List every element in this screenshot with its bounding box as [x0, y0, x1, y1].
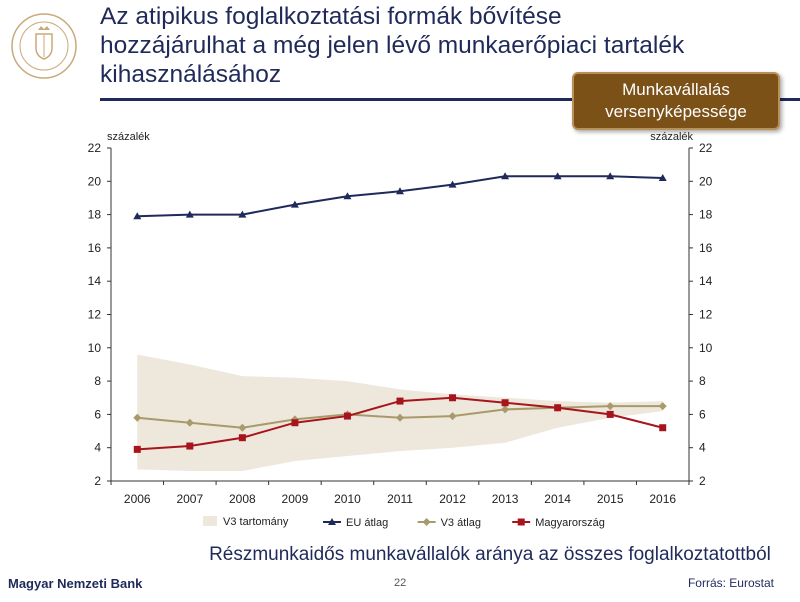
data-point — [290, 200, 299, 208]
y-tick-label-right: 16 — [699, 241, 713, 255]
badge-line: Munkavállalás — [622, 80, 730, 99]
x-tick-label: 2014 — [544, 492, 571, 506]
y-tick-label-left: 12 — [88, 308, 102, 322]
data-point — [185, 418, 194, 427]
x-tick-label: 2006 — [124, 492, 151, 506]
y-tick-label-right: 10 — [699, 341, 713, 355]
data-point — [501, 405, 510, 414]
y-tick-label-right: 6 — [699, 407, 706, 421]
title-line: hozzájárulhat a még jelen lévő munkaerőp… — [100, 32, 685, 59]
data-point — [606, 410, 614, 418]
data-point — [606, 402, 615, 411]
y-tick-label-left: 10 — [88, 341, 102, 355]
y-tick-label-left: 16 — [88, 241, 102, 255]
data-point — [133, 445, 141, 453]
y-tick-label-left: 8 — [94, 374, 101, 388]
x-tick-label: 2007 — [176, 492, 203, 506]
data-point — [554, 404, 562, 412]
title-divider — [100, 98, 800, 101]
chart-caption-text: Részmunkaidős munkavállalók aránya az ös… — [209, 544, 771, 565]
y-tick-label-left: 22 — [88, 141, 102, 155]
data-point — [291, 419, 299, 427]
x-tick-label: 2008 — [229, 492, 256, 506]
legend-marker — [328, 518, 336, 525]
y-axis-title-right: százalék — [650, 131, 693, 143]
y-tick-label-left: 14 — [88, 274, 102, 288]
legend-marker — [517, 518, 525, 526]
data-point — [396, 187, 404, 195]
data-point — [238, 210, 247, 218]
y-tick-label-right: 8 — [699, 374, 706, 388]
title-line: kihasználásához — [100, 61, 282, 88]
y-tick-label-left: 4 — [94, 441, 101, 455]
data-point — [501, 172, 510, 180]
data-point — [606, 172, 615, 180]
data-point — [448, 412, 457, 421]
badge-line: versenyképessége — [605, 102, 747, 121]
x-tick-label: 2012 — [439, 492, 466, 506]
legend-label: V3 átlag — [441, 517, 481, 529]
x-tick-label: 2016 — [649, 492, 676, 506]
legend-swatch-band — [203, 516, 217, 526]
data-point — [238, 423, 247, 432]
y-tick-label-right: 14 — [699, 274, 713, 288]
y-tick-label-right: 4 — [699, 441, 706, 455]
data-point — [396, 413, 404, 422]
y-tick-label-right: 12 — [699, 308, 713, 322]
x-tick-label: 2009 — [282, 492, 309, 506]
slide-title: Az atipikus foglalkoztatási formák bővít… — [100, 2, 780, 89]
legend-label: V3 tartomány — [223, 516, 289, 528]
y-tick-label-right: 2 — [699, 474, 706, 488]
data-point — [658, 173, 667, 181]
data-point — [448, 180, 457, 188]
topic-badge: Munkavállalás versenyképessége — [572, 72, 780, 130]
chart-caption: Részmunkaidős munkavállalók aránya az ös… — [0, 544, 800, 566]
x-tick-label: 2010 — [334, 492, 361, 506]
data-point — [238, 434, 246, 442]
data-point — [659, 424, 667, 432]
data-point — [185, 210, 194, 218]
legend-label: Magyarország — [535, 517, 605, 529]
x-tick-label: 2013 — [492, 492, 519, 506]
y-tick-label-right: 18 — [699, 208, 713, 222]
y-tick-label-left: 20 — [88, 174, 102, 188]
y-tick-label-left: 18 — [88, 208, 102, 222]
y-axis-title-left: százalék — [107, 131, 150, 143]
series-line-eu-tlag — [137, 175, 663, 218]
data-point — [343, 412, 351, 420]
data-point — [186, 442, 194, 450]
title-line: Az atipikus foglalkoztatási formák bővít… — [100, 3, 562, 30]
y-tick-label-left: 6 — [94, 407, 101, 421]
data-point — [396, 397, 404, 405]
x-tick-label: 2011 — [387, 492, 413, 506]
legend-label: EU átlag — [346, 517, 388, 529]
data-point — [449, 394, 457, 402]
x-tick-label: 2015 — [597, 492, 624, 506]
data-point — [658, 402, 667, 411]
band-area — [137, 354, 663, 472]
y-tick-label-right: 20 — [699, 174, 713, 188]
data-point — [553, 172, 562, 180]
data-point — [133, 212, 142, 220]
source-note: Forrás: Eurostat — [687, 576, 774, 590]
page-number: 22 — [394, 577, 407, 589]
data-point — [501, 399, 509, 407]
data-point — [343, 192, 352, 200]
y-tick-label-left: 2 — [94, 474, 101, 488]
mnb-logo — [10, 12, 78, 80]
legend-marker — [422, 518, 431, 526]
y-tick-label-right: 22 — [699, 141, 713, 155]
data-point — [133, 413, 142, 422]
footer-bank-name: Magyar Nemzeti Bank — [8, 576, 143, 591]
